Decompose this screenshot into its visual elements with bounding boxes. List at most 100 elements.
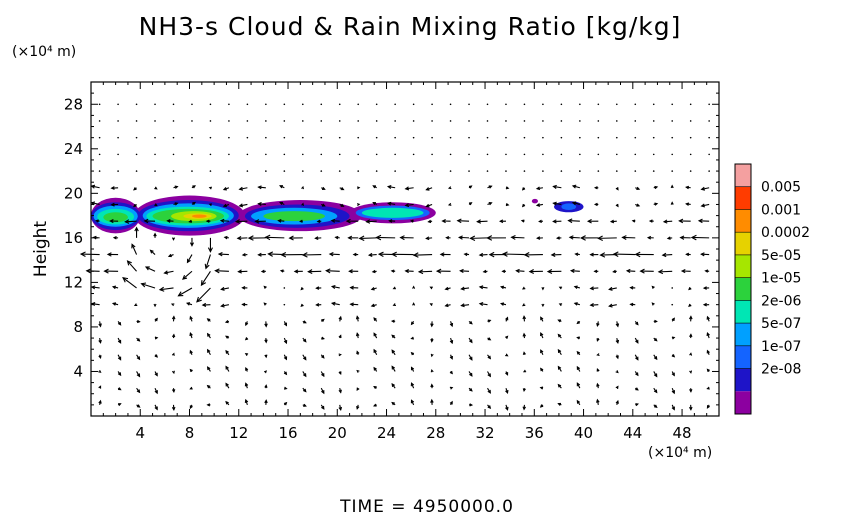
wind-arrow-head (264, 384, 268, 388)
wind-arrow-head (302, 356, 307, 361)
wind-arrow-head (299, 219, 303, 223)
x-tick-label: 20 (328, 424, 347, 442)
wind-arrow-head (678, 218, 684, 224)
wind-dot (560, 103, 563, 106)
wind-arrow (664, 220, 673, 223)
wind-arrow-head (410, 321, 415, 326)
wind-arrow-head (586, 219, 592, 224)
wind-dot (486, 136, 489, 139)
wind-arrow (590, 287, 599, 290)
wind-dot (246, 103, 249, 106)
wind-arrow (186, 254, 193, 263)
wind-arrow-head (706, 368, 710, 372)
wind-arrow-head (189, 386, 193, 390)
wind-arrow-head (444, 303, 449, 308)
wind-arrow-head (670, 201, 674, 205)
wind-arrow-head (425, 187, 430, 191)
colorbar: 0.005 0.001 0.0002 5e-05 1e-05 2e-06 5e-07 1e-0… (734, 163, 810, 415)
wind-arrow-head (469, 372, 473, 377)
wind-arrow-head (220, 303, 225, 308)
wind-arrow-head (444, 286, 449, 291)
wind-arrow (479, 286, 488, 289)
wind-arrow-head (153, 232, 157, 237)
wind-arrow-head (702, 302, 707, 307)
wind-dot (523, 136, 526, 139)
wind-arrow-head (469, 403, 474, 407)
wind-arrow-head (241, 302, 246, 307)
wind-dot (357, 120, 360, 122)
wind-arrow (182, 270, 193, 280)
wind-arrow-head (356, 369, 360, 373)
wind-arrow (178, 287, 193, 297)
wind-arrow-head (552, 184, 557, 189)
wind-arrow-head (593, 186, 598, 190)
wind-arrow-head (557, 365, 562, 370)
wind-arrow-head (174, 202, 179, 206)
wind-arrow-head (356, 203, 361, 207)
wind-dot (117, 170, 119, 172)
wind-arrow-head (110, 202, 115, 207)
wind-dot (209, 136, 212, 139)
wind-arrow-head (302, 373, 307, 378)
wind-arrow (658, 270, 673, 273)
wind-arrow-head (375, 234, 382, 241)
wind-arrow-head (596, 398, 600, 403)
wind-arrow-head (111, 285, 117, 290)
wind-arrow-head (596, 368, 600, 372)
wind-arrow-head (325, 268, 331, 274)
wind-dot (135, 120, 138, 122)
wind-arrow-head (615, 323, 620, 328)
y-tick-label: 16 (64, 229, 83, 247)
wind-arrow-head (487, 319, 492, 323)
wind-dot (708, 170, 710, 172)
wind-dot (468, 103, 470, 106)
wind-dot (708, 153, 710, 156)
wind-arrow-head (217, 251, 223, 257)
wind-arrow-head (370, 303, 375, 308)
wind-arrow-head (241, 253, 246, 257)
wind-dot (486, 103, 489, 106)
wind-dot (154, 103, 156, 106)
wind-arrow-head (540, 331, 544, 337)
wind-dot (486, 170, 489, 172)
wind-arrow-head (338, 315, 342, 320)
wind-arrow-head (550, 252, 556, 257)
wind-arrow-head (340, 203, 345, 207)
wind-dot (283, 170, 286, 172)
wind-dot (597, 136, 600, 139)
wind-arrow-head (238, 203, 244, 208)
wind-arrow-head (441, 219, 446, 224)
wind-arrow-head (391, 382, 396, 387)
wind-arrow-head (417, 269, 424, 275)
wind-dot (449, 120, 452, 122)
wind-dot (154, 120, 156, 122)
wind-dot (412, 103, 415, 106)
wind-arrow-head (390, 319, 395, 323)
wind-dot (671, 103, 674, 106)
wind-arrow-head (283, 371, 288, 376)
wind-arrow-head (315, 302, 320, 307)
wind-dot (320, 153, 323, 156)
wind-dot (597, 153, 600, 156)
y-tick-label: 4 (73, 362, 83, 380)
cloud-layer (103, 212, 128, 223)
wind-arrow-head (593, 269, 598, 274)
wind-arrow-head (528, 269, 534, 274)
wind-arrow-head (689, 370, 693, 374)
wind-arrow-head (567, 218, 573, 224)
wind-dot (634, 120, 637, 122)
wind-dot (117, 103, 119, 106)
wind-arrow-head (225, 400, 229, 405)
wind-arrow-head (373, 348, 377, 353)
wind-dot (135, 103, 138, 106)
wind-arrow-head (122, 277, 129, 283)
wind-arrow-head (520, 219, 525, 223)
wind-arrow-head (223, 235, 228, 240)
wind-arrow-head (430, 368, 434, 373)
wind-arrow-head (391, 349, 396, 354)
wind-dot (615, 136, 618, 139)
wind-arrow-head (392, 286, 396, 290)
wind-arrow-head (608, 286, 613, 291)
x-tick-label: 36 (525, 424, 544, 442)
colorbar-label: 1e-05 (761, 271, 801, 287)
